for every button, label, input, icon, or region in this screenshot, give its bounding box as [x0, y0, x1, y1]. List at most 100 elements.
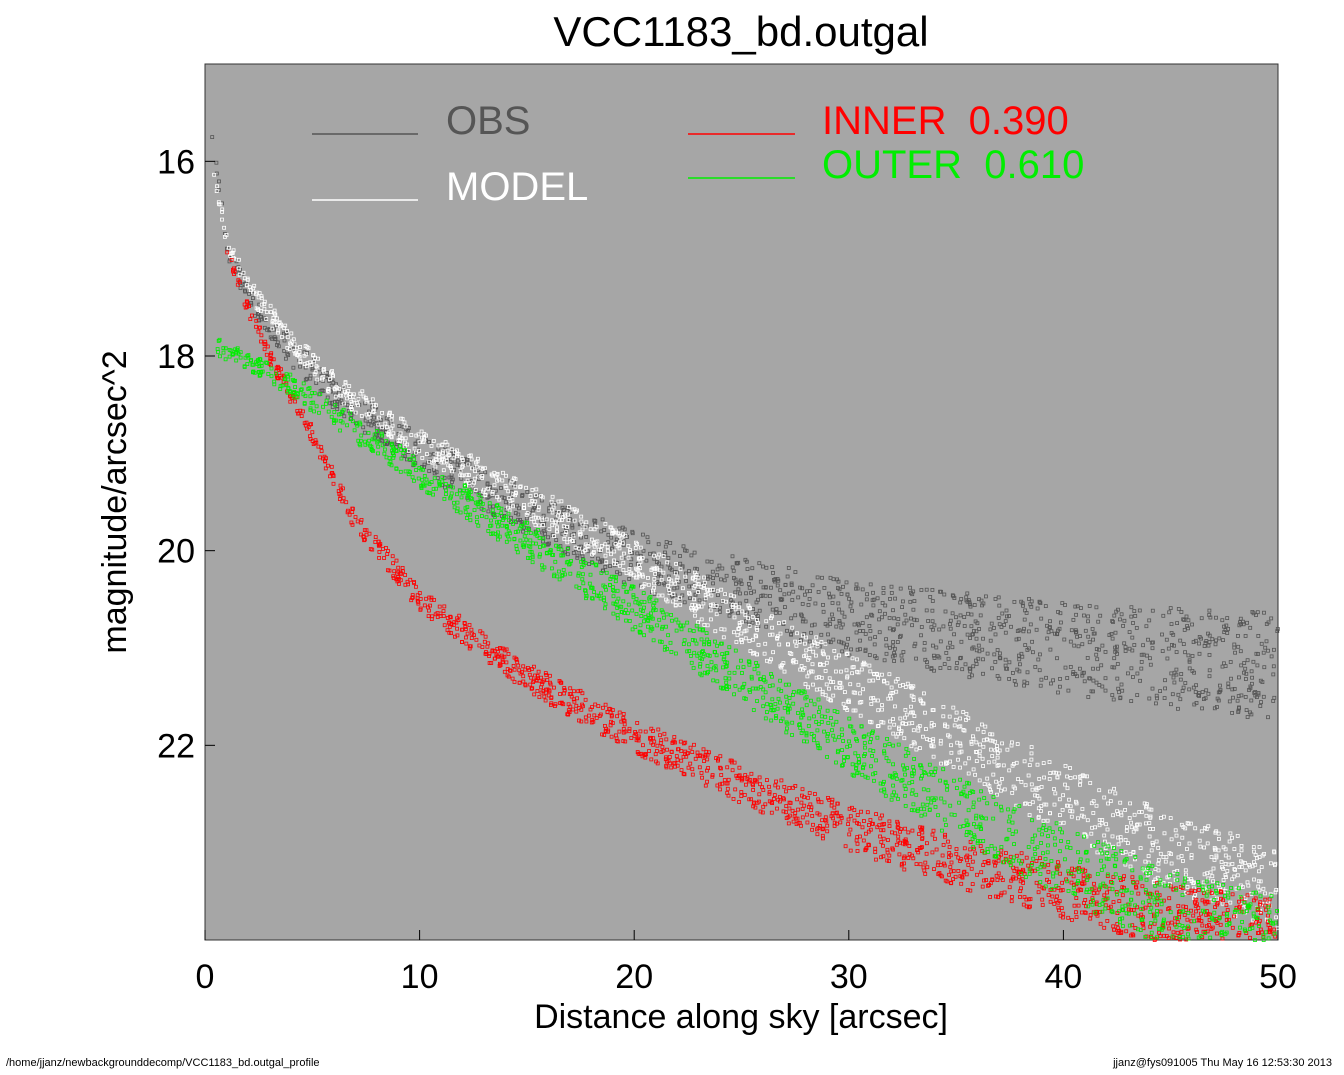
data-point [1204, 639, 1209, 643]
data-point [1086, 634, 1091, 639]
data-point [283, 356, 288, 361]
data-point [793, 570, 798, 574]
data-point [981, 744, 986, 749]
data-point [478, 465, 483, 470]
data-point [1205, 871, 1209, 876]
data-point [909, 744, 914, 749]
data-point [466, 462, 471, 467]
data-point [714, 604, 719, 608]
data-point [568, 510, 573, 515]
data-point [333, 392, 338, 397]
data-point [397, 424, 402, 429]
data-point [1150, 608, 1155, 613]
data-point [950, 645, 955, 650]
data-point [948, 618, 953, 623]
data-point [486, 509, 491, 514]
data-point [1019, 651, 1024, 656]
data-point [1129, 699, 1134, 703]
data-point [803, 619, 808, 624]
data-point [588, 527, 593, 532]
data-point [366, 411, 371, 416]
data-point [1069, 628, 1074, 633]
data-point [977, 627, 981, 631]
data-point [285, 351, 290, 356]
data-point [1179, 610, 1184, 614]
data-point [1233, 650, 1237, 655]
data-point [887, 672, 892, 677]
data-point [1262, 665, 1267, 670]
data-point [996, 785, 1001, 789]
data-point [1056, 690, 1060, 695]
data-point [273, 336, 278, 341]
data-point [705, 576, 710, 581]
data-point [1271, 699, 1276, 703]
data-point [937, 627, 942, 632]
data-point [743, 636, 748, 641]
data-point [225, 246, 229, 251]
data-point [659, 564, 664, 569]
data-point [284, 331, 289, 335]
data-point [1223, 628, 1228, 632]
data-point [1180, 689, 1185, 693]
data-point [1258, 678, 1263, 683]
data-point [935, 654, 940, 659]
data-point [960, 667, 965, 672]
data-point [325, 374, 330, 379]
data-point [799, 613, 804, 618]
data-point [1036, 806, 1041, 811]
data-point [1085, 818, 1090, 823]
data-point [1126, 671, 1130, 676]
data-point [901, 599, 905, 604]
data-point [1051, 678, 1055, 683]
data-point [989, 621, 994, 626]
data-point [715, 567, 720, 572]
data-point [1236, 644, 1241, 649]
data-point [789, 581, 794, 586]
data-point [1238, 649, 1243, 654]
data-point [1212, 706, 1217, 711]
data-point [1143, 859, 1148, 864]
data-point [1156, 868, 1161, 873]
data-point [962, 615, 967, 619]
data-point [608, 564, 612, 568]
data-point [321, 389, 326, 393]
data-point [992, 626, 996, 630]
data-point [926, 619, 930, 623]
data-point [1172, 680, 1177, 685]
data-point [525, 490, 530, 494]
data-point [1042, 775, 1046, 780]
data-point [1168, 606, 1173, 610]
data-point [956, 620, 961, 625]
data-point [1044, 675, 1048, 680]
data-point [823, 622, 828, 626]
data-point [291, 365, 296, 370]
data-point [1091, 637, 1095, 642]
data-point [1112, 613, 1117, 618]
data-point [965, 632, 970, 637]
data-point [1076, 644, 1081, 649]
data-point [1271, 672, 1276, 677]
data-point [1022, 683, 1026, 688]
data-point [1257, 869, 1261, 874]
data-point [1248, 625, 1253, 630]
data-point [1097, 683, 1102, 687]
data-point [413, 441, 418, 446]
data-point [850, 656, 855, 661]
data-point [898, 716, 903, 721]
data-point [347, 384, 352, 389]
data-point [997, 655, 1002, 660]
data-point [716, 593, 720, 597]
data-point [735, 561, 740, 566]
data-point [1251, 659, 1256, 664]
data-point [908, 585, 912, 590]
data-point [1261, 886, 1266, 891]
data-point [919, 633, 923, 638]
data-point [978, 742, 982, 747]
data-point [1087, 640, 1092, 645]
data-point [732, 576, 736, 580]
data-point [1235, 698, 1240, 703]
data-point [828, 622, 832, 626]
data-point [1259, 641, 1264, 646]
data-point [823, 642, 828, 646]
data-point [1015, 667, 1020, 672]
